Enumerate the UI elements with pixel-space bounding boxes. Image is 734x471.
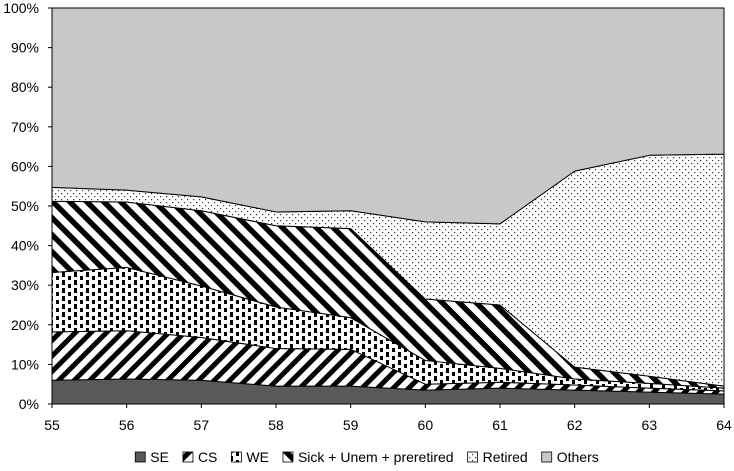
legend-item-others: Others [541,449,599,465]
x-tick-labels: 55 56 57 58 59 60 61 62 63 64 [44,404,732,433]
legend-swatch-sick-unem-preretired [282,451,294,463]
x-tick-label: 58 [268,417,284,433]
legend-item-sick-unem-preretired: Sick + Unem + preretired [282,449,454,465]
x-tick-label: 56 [119,417,135,433]
y-tick-label: 50% [11,198,39,214]
y-tick-label: 100% [3,0,39,16]
y-tick-label: 40% [11,238,39,254]
y-tick-label: 20% [11,317,39,333]
legend-swatch-retired [467,451,478,463]
legend-label-we: WE [246,449,269,465]
legend-swatch-we [230,451,242,463]
y-tick-label: 60% [11,158,39,174]
area-series-group [51,7,725,405]
y-tick-label: 90% [11,40,39,56]
legend-label-cs: CS [198,449,217,465]
x-tick-label: 64 [716,417,732,433]
legend-item-cs: CS [182,449,217,465]
x-tick-label: 55 [44,417,60,433]
y-tick-label: 80% [11,79,39,95]
legend: SE CS WE Sick + Unem + preretired Retired Oth… [134,449,599,465]
y-tick-label: 0% [19,396,39,412]
x-tick-label: 60 [418,417,434,433]
y-tick-label: 70% [11,119,39,135]
x-tick-label: 61 [492,417,508,433]
legend-item-retired: Retired [467,449,528,465]
x-tick-label: 59 [343,417,359,433]
legend-swatch-cs [182,451,194,463]
y-tick-labels: 0% 10% 20% 30% 40% 50% 60% 70% 80% 90% 100% [3,0,52,412]
legend-label-sick-unem-preretired: Sick + Unem + preretired [298,449,454,465]
legend-item-se: SE [134,449,169,465]
y-tick-label: 30% [11,277,39,293]
x-tick-label: 63 [642,417,658,433]
y-tick-label: 10% [11,356,39,372]
legend-item-we: WE [230,449,269,465]
x-tick-label: 62 [567,417,583,433]
legend-swatch-se [134,451,146,463]
legend-label-retired: Retired [483,449,528,465]
x-tick-label: 57 [194,417,210,433]
legend-label-others: Others [557,449,599,465]
legend-swatch-others [541,451,553,463]
legend-label-se: SE [150,449,169,465]
